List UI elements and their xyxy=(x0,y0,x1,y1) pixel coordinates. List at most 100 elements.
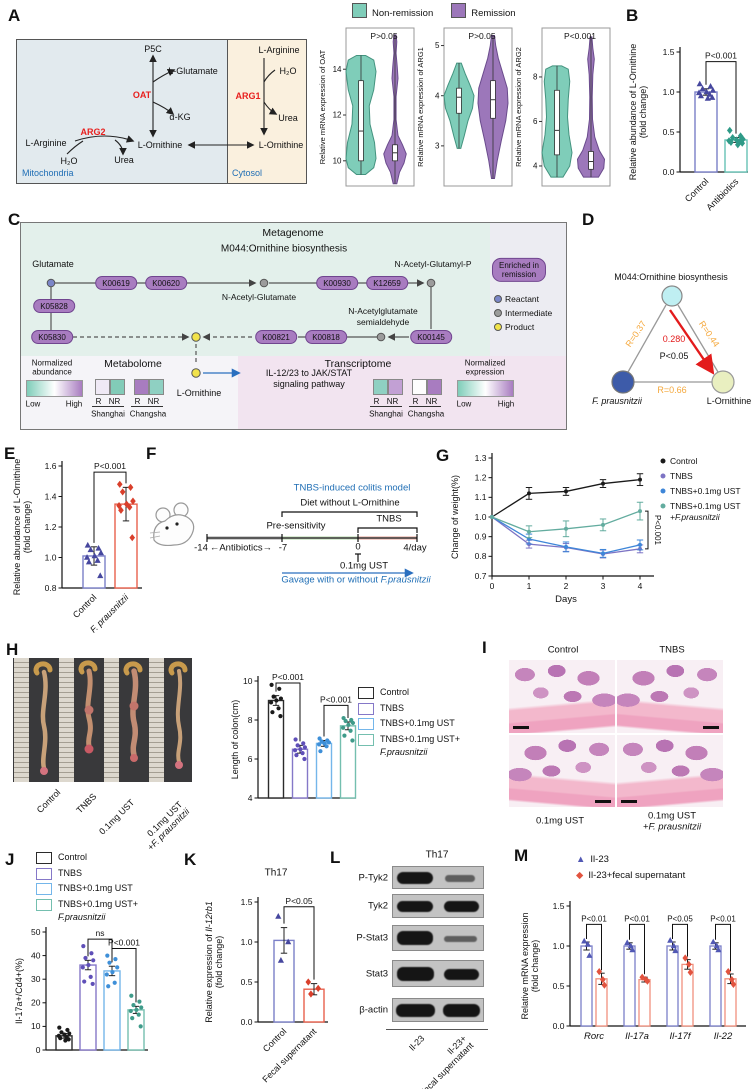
svg-text:10: 10 xyxy=(333,156,342,165)
svg-text:1.5: 1.5 xyxy=(553,901,565,911)
nags-label-1: N-Acetylglutamate xyxy=(348,306,418,317)
ruler-strip xyxy=(14,658,29,782)
l-ornithine-mito-label: L-Ornithine xyxy=(137,139,183,150)
histology-tnbs xyxy=(617,660,723,733)
transcriptome-title: Transcriptome xyxy=(324,357,392,370)
svg-text:1.5: 1.5 xyxy=(663,47,675,57)
k05830-node: K05830 xyxy=(31,330,73,344)
svg-text:1.5: 1.5 xyxy=(241,897,253,907)
scale-bar xyxy=(621,800,637,803)
svg-text:Relative abundance of L-Ornith: Relative abundance of L-Ornithine xyxy=(628,44,638,181)
blot-band-strong xyxy=(444,901,479,912)
colon-label-tnbs: TNBS xyxy=(74,791,99,816)
panel-m-label: M xyxy=(514,846,529,865)
svg-text:1.3: 1.3 xyxy=(475,453,487,463)
svg-text:0: 0 xyxy=(36,1045,41,1055)
svg-text:8: 8 xyxy=(248,715,253,725)
colon-photo xyxy=(13,658,192,782)
legend-item: TNBS+0.1mg UST+ F.prausnitzii xyxy=(36,898,138,925)
diet-label: Diet without L-Ornithine xyxy=(300,497,400,509)
met-changsha-r-box xyxy=(134,379,149,395)
svg-text:6: 6 xyxy=(248,754,253,764)
panel-j-label: J xyxy=(5,850,15,869)
blot-row-label-tyk2: Tyk2 xyxy=(367,900,388,912)
met-shanghai-nr-box xyxy=(110,379,125,395)
svg-text:3: 3 xyxy=(435,141,440,150)
panel-i-label: I xyxy=(482,638,487,657)
legend-item: TNBS xyxy=(36,867,138,881)
product-label: Product xyxy=(505,322,535,332)
tra-normalized-label-2: expression xyxy=(465,367,505,377)
svg-text:P>0.05: P>0.05 xyxy=(468,31,495,41)
colon-length-legend: Control TNBS TNBS+0.1mg UST TNBS+0.1mg U… xyxy=(358,686,460,762)
blot-row-label-bactin: β-actin xyxy=(359,1004,388,1016)
svg-text:Rorc: Rorc xyxy=(584,1031,604,1042)
histo-title-control: Control xyxy=(547,644,579,656)
svg-text:0.7: 0.7 xyxy=(475,571,487,581)
svg-text:30: 30 xyxy=(31,974,41,984)
cytosol-label: Cytosol xyxy=(232,168,263,178)
k00145-node: K00145 xyxy=(410,330,452,344)
panel-h-label: H xyxy=(6,640,19,659)
svg-text:0.8: 0.8 xyxy=(45,583,57,593)
l-arginine-cyto-label: L-Arginine xyxy=(258,44,300,55)
svg-text:P<0.05: P<0.05 xyxy=(667,914,693,923)
panel-j-legend: Control TNBS TNBS+0.1mg UST TNBS+0.1mg U… xyxy=(36,851,138,927)
blot-stat3 xyxy=(392,960,484,987)
histology-ust-fp xyxy=(617,735,723,807)
svg-text:1.6: 1.6 xyxy=(45,461,57,471)
svg-text:4: 4 xyxy=(533,162,538,171)
svg-text:+F.prausnitzii: +F.prausnitzii xyxy=(670,512,721,522)
l-ornithine-cyto-label: L-Ornithine xyxy=(258,139,304,150)
svg-text:P<0.001: P<0.001 xyxy=(272,672,304,682)
tra-low-label: Low xyxy=(456,399,472,409)
svg-text:P<0.001: P<0.001 xyxy=(320,694,352,704)
urea-cyto-label: Urea xyxy=(278,112,298,123)
svg-text:P<0.05: P<0.05 xyxy=(285,896,312,906)
svg-text:TNBS+0.1mg UST: TNBS+0.1mg UST xyxy=(670,501,741,511)
histo-title-tnbs: TNBS xyxy=(659,644,685,656)
legend-item: ▲ Il-23 xyxy=(576,853,685,867)
mitochondria-label: Mitochondria xyxy=(22,168,74,178)
svg-text:1.2: 1.2 xyxy=(45,522,57,532)
h2o-mito-label: H₂O xyxy=(60,155,78,166)
ruler-strip xyxy=(104,658,119,782)
svg-text:Length of colon(cm): Length of colon(cm) xyxy=(230,700,240,780)
panel-e-label: E xyxy=(4,444,16,463)
svg-text:50: 50 xyxy=(31,927,41,937)
svg-text:20: 20 xyxy=(31,998,41,1008)
reactant-label: Reactant xyxy=(505,294,540,304)
histology-control xyxy=(509,660,615,733)
svg-text:Il-17a+/Cd4+(%): Il-17a+/Cd4+(%) xyxy=(14,958,24,1024)
diamond-marker: ◆ xyxy=(576,870,584,882)
blot-tyk2 xyxy=(392,894,484,918)
svg-text:3: 3 xyxy=(601,581,606,591)
reactant-dot xyxy=(494,295,502,303)
panel-d-label: D xyxy=(582,210,595,229)
abundance-gradient xyxy=(26,380,83,397)
colon-label-ust-fp: 0.1mg UST +F. prausnitzii xyxy=(145,799,192,853)
svg-text:10: 10 xyxy=(31,1021,41,1031)
nags-label-2: semialdehyde xyxy=(356,317,410,328)
svg-text:P<0.001: P<0.001 xyxy=(653,515,662,546)
met-changsha-label: Changsha xyxy=(129,409,167,419)
l-arginine-mito-label: L-Arginine xyxy=(25,137,67,148)
svg-text:Il-17a: Il-17a xyxy=(625,1031,649,1042)
akg-label: α-KG xyxy=(169,111,191,122)
svg-text:(fold change): (fold change) xyxy=(530,940,540,993)
tnbs-label: TNBS xyxy=(376,513,402,525)
blot-band-strong xyxy=(444,969,479,980)
svg-text:5: 5 xyxy=(435,41,440,50)
svg-text:P<0.001: P<0.001 xyxy=(108,938,140,948)
enriched-in-remission-badge: Enriched in remission xyxy=(491,257,547,283)
legend-item: ◆ Il-23+fecal supernatant xyxy=(576,869,685,883)
svg-text:(fold change): (fold change) xyxy=(22,501,32,554)
svg-text:6: 6 xyxy=(533,117,538,126)
svg-text:0.5: 0.5 xyxy=(553,981,565,991)
metabolome-normalized-label-1: Normalized xyxy=(31,358,73,368)
svg-text:(fold change): (fold change) xyxy=(214,936,224,989)
histo-label-ust-fp-2: +F. prausnitzii xyxy=(642,821,702,833)
legend-item: Control xyxy=(358,686,460,700)
intermediate-dot xyxy=(494,309,502,317)
panel-a-pathway-diagram: P5C L-Glutamate OAT α-KG L-Arginine ARG2… xyxy=(16,39,307,184)
